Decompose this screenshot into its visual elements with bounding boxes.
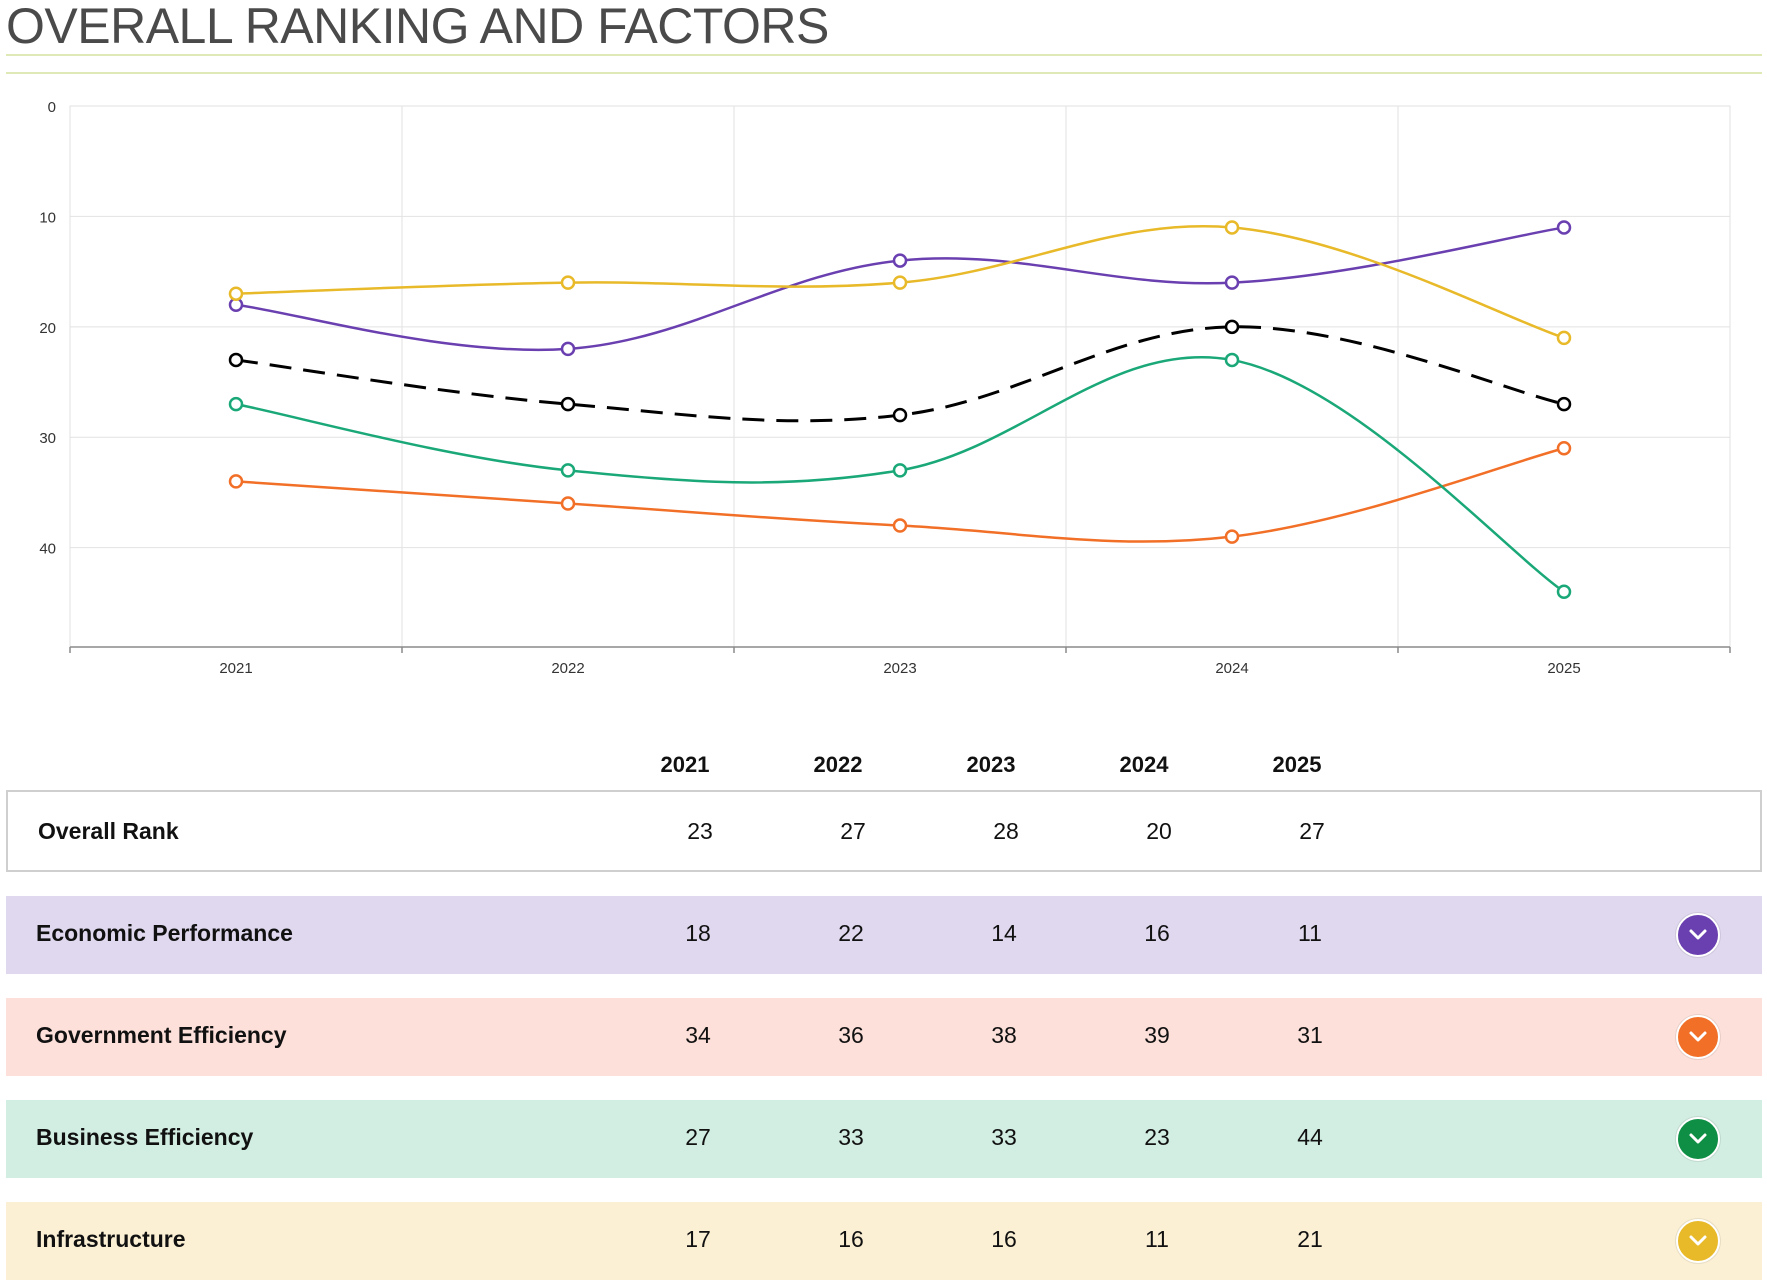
year-header-2023: 2023 bbox=[966, 752, 1016, 777]
data-point-overall-rank bbox=[1556, 396, 1572, 412]
factor-value-2023: 33 bbox=[991, 1124, 1017, 1150]
chevron-down-icon bbox=[1689, 929, 1707, 940]
y-tick-label: 10 bbox=[39, 209, 56, 226]
factor-value-2024: 11 bbox=[1145, 1226, 1169, 1252]
factor-row-government-efficiency: Government Efficiency 34 36 38 39 31 bbox=[6, 998, 1762, 1076]
factor-value-2023: 38 bbox=[991, 1022, 1017, 1048]
factor-value-2021: 17 bbox=[685, 1226, 711, 1252]
expand-economic-performance-button[interactable] bbox=[1676, 913, 1720, 957]
series-line-business-efficiency bbox=[235, 355, 1565, 593]
chevron-down-icon bbox=[1689, 1235, 1707, 1246]
factor-value-2022: 36 bbox=[838, 1022, 864, 1048]
factor-value-2021: 34 bbox=[685, 1022, 711, 1048]
year-header-2024: 2024 bbox=[1119, 752, 1169, 777]
factor-value-2021: 18 bbox=[685, 920, 711, 946]
data-point-overall-rank bbox=[1224, 319, 1240, 335]
data-point-overall-rank bbox=[560, 396, 576, 412]
factor-value-2025: 21 bbox=[1297, 1226, 1323, 1252]
data-point-business-efficiency bbox=[228, 396, 244, 412]
data-point-business-efficiency bbox=[560, 463, 576, 478]
x-tick-label: 2023 bbox=[883, 660, 916, 677]
data-point-infrastructure bbox=[560, 275, 576, 290]
chevron-down-icon bbox=[1689, 1031, 1707, 1042]
data-point-government-efficiency bbox=[1224, 529, 1240, 544]
data-point-infrastructure bbox=[228, 286, 244, 301]
factor-value-2025: 44 bbox=[1297, 1124, 1323, 1150]
data-point-economic-performance bbox=[1224, 275, 1240, 290]
factor-value-2021: 27 bbox=[685, 1124, 711, 1150]
overall-rank-2021: 23 bbox=[687, 818, 713, 844]
ranking-line-chart: 0 10 20 30 40 2021 2022 2023 2024 2025 bbox=[39, 99, 1731, 677]
data-point-infrastructure bbox=[1556, 330, 1572, 346]
factor-value-2023: 14 bbox=[991, 920, 1017, 946]
expand-infrastructure-button[interactable] bbox=[1676, 1219, 1720, 1263]
factor-label: Infrastructure bbox=[36, 1226, 186, 1252]
x-tick-label: 2021 bbox=[219, 660, 252, 677]
y-tick-label: 30 bbox=[39, 430, 56, 447]
factor-label: Economic Performance bbox=[36, 920, 293, 946]
year-header-2025: 2025 bbox=[1272, 752, 1322, 777]
x-tick-label: 2022 bbox=[551, 660, 584, 677]
overall-rank-2024: 20 bbox=[1146, 818, 1172, 844]
chevron-down-icon bbox=[1689, 1133, 1707, 1144]
data-point-government-efficiency bbox=[228, 474, 244, 489]
factor-label: Business Efficiency bbox=[36, 1124, 254, 1150]
year-header-2022: 2022 bbox=[813, 752, 863, 777]
factor-value-2024: 16 bbox=[1144, 920, 1170, 946]
title-divider bbox=[6, 54, 1762, 56]
data-point-business-efficiency bbox=[1556, 584, 1572, 600]
plot-area bbox=[69, 105, 1731, 648]
overall-rank-2025: 27 bbox=[1299, 818, 1325, 844]
overall-rank-row: Overall Rank 23 27 28 20 27 bbox=[6, 790, 1762, 872]
page-title: OVERALL RANKING AND FACTORS bbox=[6, 0, 829, 54]
factor-row-business-efficiency: Business Efficiency 27 33 33 23 44 bbox=[6, 1100, 1762, 1178]
overall-rank-2022: 27 bbox=[840, 818, 866, 844]
data-point-government-efficiency bbox=[1556, 441, 1572, 456]
year-header-2021: 2021 bbox=[660, 752, 710, 777]
data-point-business-efficiency bbox=[892, 463, 908, 478]
expand-government-efficiency-button[interactable] bbox=[1676, 1015, 1720, 1059]
x-tick-label: 2024 bbox=[1215, 660, 1248, 677]
factor-value-2025: 31 bbox=[1297, 1022, 1323, 1048]
factor-value-2025: 11 bbox=[1298, 920, 1322, 946]
factor-label: Government Efficiency bbox=[36, 1022, 287, 1048]
title-divider-lower bbox=[6, 72, 1762, 74]
factor-value-2024: 23 bbox=[1144, 1124, 1170, 1150]
factor-row-economic-performance: Economic Performance 18 22 14 16 11 bbox=[6, 896, 1762, 974]
data-point-economic-performance bbox=[560, 341, 576, 357]
y-tick-label: 20 bbox=[39, 320, 56, 337]
y-tick-label: 40 bbox=[39, 541, 56, 558]
factor-value-2023: 16 bbox=[991, 1226, 1017, 1252]
data-point-overall-rank bbox=[892, 407, 908, 423]
y-tick-label: 0 bbox=[48, 99, 56, 116]
factor-value-2022: 16 bbox=[838, 1226, 864, 1252]
x-tick-label: 2025 bbox=[1547, 660, 1580, 677]
factor-value-2024: 39 bbox=[1144, 1022, 1170, 1048]
data-point-overall-rank bbox=[228, 352, 244, 368]
expand-business-efficiency-button[interactable] bbox=[1676, 1117, 1720, 1161]
data-point-government-efficiency bbox=[560, 496, 576, 511]
data-point-business-efficiency bbox=[1224, 352, 1240, 368]
data-point-infrastructure bbox=[1224, 220, 1240, 235]
data-point-economic-performance bbox=[1556, 220, 1572, 235]
factor-row-infrastructure: Infrastructure 17 16 16 11 21 bbox=[6, 1202, 1762, 1280]
overall-rank-2023: 28 bbox=[993, 818, 1019, 844]
factor-value-2022: 22 bbox=[838, 920, 864, 946]
overall-rank-label: Overall Rank bbox=[38, 818, 179, 844]
data-point-government-efficiency bbox=[892, 518, 908, 533]
factor-value-2022: 33 bbox=[838, 1124, 864, 1150]
data-point-infrastructure bbox=[892, 275, 908, 290]
data-point-economic-performance bbox=[892, 253, 908, 268]
